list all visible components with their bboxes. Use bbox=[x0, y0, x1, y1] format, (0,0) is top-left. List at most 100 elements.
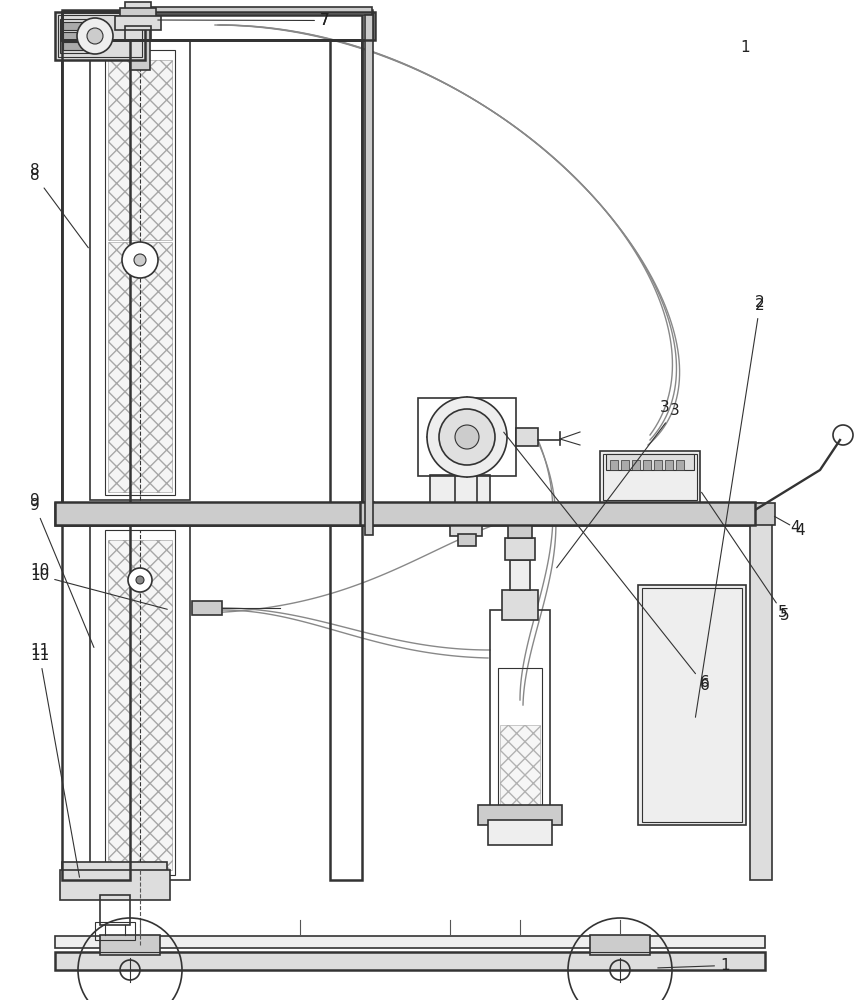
Bar bbox=[128, 13, 152, 25]
Bar bbox=[360, 503, 760, 525]
Circle shape bbox=[439, 409, 495, 465]
Bar bbox=[63, 42, 87, 50]
Bar bbox=[125, 2, 151, 12]
Bar bbox=[665, 460, 673, 470]
Bar bbox=[490, 610, 550, 810]
Bar bbox=[192, 601, 222, 615]
Bar bbox=[62, 12, 375, 40]
Text: 1: 1 bbox=[740, 40, 750, 55]
Text: 9: 9 bbox=[30, 493, 40, 508]
Bar bbox=[330, 40, 362, 525]
Bar bbox=[502, 590, 538, 620]
Circle shape bbox=[122, 242, 158, 278]
Bar bbox=[654, 460, 662, 470]
Bar bbox=[455, 475, 477, 525]
Bar bbox=[452, 425, 482, 449]
Text: 6: 6 bbox=[504, 432, 710, 693]
Bar bbox=[100, 895, 130, 925]
Bar bbox=[55, 502, 373, 525]
Text: 8: 8 bbox=[30, 168, 89, 248]
Circle shape bbox=[128, 568, 152, 592]
Bar bbox=[430, 475, 490, 503]
Bar bbox=[55, 12, 145, 60]
Text: 5: 5 bbox=[702, 492, 789, 623]
Text: 7: 7 bbox=[157, 13, 329, 28]
Bar bbox=[642, 588, 742, 822]
Bar bbox=[62, 40, 130, 525]
Circle shape bbox=[87, 28, 103, 44]
Bar bbox=[60, 870, 170, 900]
Bar bbox=[600, 451, 700, 503]
Bar bbox=[62, 862, 167, 880]
Bar bbox=[60, 19, 90, 53]
Bar bbox=[62, 12, 372, 40]
Bar bbox=[365, 15, 373, 535]
Text: 6: 6 bbox=[700, 675, 710, 690]
Bar bbox=[55, 503, 370, 525]
Bar bbox=[58, 15, 142, 57]
Text: 10: 10 bbox=[30, 568, 168, 609]
Bar bbox=[105, 530, 175, 875]
Text: 11: 11 bbox=[30, 643, 49, 658]
Text: 8: 8 bbox=[30, 163, 40, 178]
Text: 10: 10 bbox=[30, 563, 49, 578]
Bar bbox=[120, 8, 156, 20]
Bar bbox=[621, 460, 629, 470]
Bar bbox=[125, 26, 151, 40]
Bar bbox=[745, 503, 775, 525]
Bar bbox=[360, 502, 755, 525]
Bar bbox=[418, 398, 516, 476]
Bar bbox=[62, 15, 362, 525]
Bar bbox=[55, 936, 765, 948]
Text: 4: 4 bbox=[790, 520, 800, 535]
Bar bbox=[95, 922, 135, 940]
Bar bbox=[488, 820, 552, 845]
Bar bbox=[606, 454, 694, 470]
Bar bbox=[130, 20, 150, 70]
Bar bbox=[330, 525, 362, 880]
Text: 1: 1 bbox=[658, 958, 729, 973]
Bar bbox=[130, 7, 372, 15]
Bar bbox=[63, 22, 87, 30]
Bar bbox=[632, 460, 640, 470]
Circle shape bbox=[136, 576, 144, 584]
Bar bbox=[478, 805, 562, 825]
Circle shape bbox=[427, 397, 507, 477]
Text: 11: 11 bbox=[30, 648, 79, 877]
Bar bbox=[108, 60, 172, 240]
Text: 9: 9 bbox=[30, 498, 94, 647]
Bar bbox=[610, 460, 618, 470]
Bar bbox=[643, 460, 651, 470]
Text: 2: 2 bbox=[755, 295, 765, 310]
Bar bbox=[62, 525, 130, 880]
Text: 5: 5 bbox=[778, 605, 788, 620]
Circle shape bbox=[77, 18, 113, 54]
Text: 7: 7 bbox=[320, 13, 329, 28]
Bar bbox=[458, 534, 476, 546]
Bar bbox=[505, 538, 535, 560]
Bar bbox=[108, 540, 172, 870]
Bar bbox=[90, 525, 190, 880]
Bar bbox=[500, 725, 540, 805]
Bar bbox=[644, 700, 740, 820]
Text: 2: 2 bbox=[696, 298, 765, 717]
Bar bbox=[105, 50, 175, 495]
Circle shape bbox=[134, 254, 146, 266]
Bar bbox=[450, 522, 482, 536]
Circle shape bbox=[455, 425, 479, 449]
Bar bbox=[62, 10, 372, 40]
Bar bbox=[510, 560, 530, 590]
Bar bbox=[62, 40, 362, 525]
Bar bbox=[90, 40, 190, 500]
Bar bbox=[638, 585, 746, 825]
Bar bbox=[55, 952, 765, 970]
Bar bbox=[676, 460, 684, 470]
Bar bbox=[750, 505, 772, 880]
Bar bbox=[508, 523, 532, 538]
Bar bbox=[100, 935, 160, 955]
Bar bbox=[108, 242, 172, 492]
Bar bbox=[115, 16, 161, 30]
Text: 4: 4 bbox=[774, 516, 805, 538]
Bar bbox=[603, 454, 697, 500]
Text: 3: 3 bbox=[556, 403, 679, 568]
